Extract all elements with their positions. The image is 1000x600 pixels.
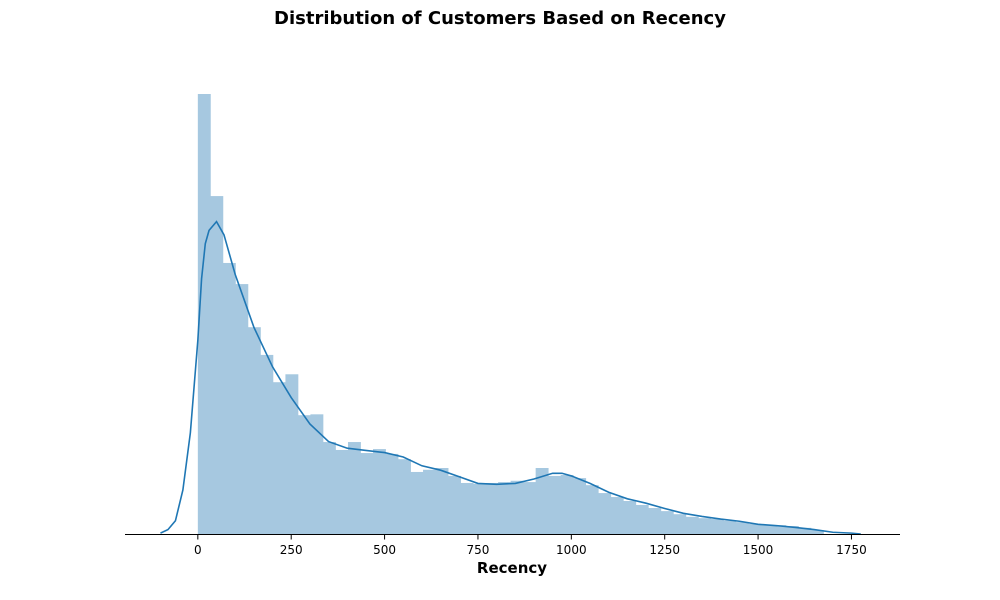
histogram-bar — [448, 475, 461, 534]
x-tick-label: 0 — [194, 543, 202, 557]
histogram-bar — [373, 449, 386, 534]
histogram-bar — [760, 525, 774, 534]
histogram-bar — [673, 514, 687, 534]
histogram-bar — [698, 518, 712, 534]
histogram-bar — [810, 530, 824, 534]
histogram-bar — [685, 516, 699, 534]
histogram-bar — [598, 493, 612, 534]
histogram-bar — [785, 526, 799, 534]
histogram-bar — [410, 471, 424, 534]
histogram-bar — [197, 94, 211, 534]
histogram-bar — [548, 475, 562, 534]
histogram-bar — [347, 442, 361, 534]
histogram-bar — [322, 442, 336, 534]
histogram-bar — [247, 327, 261, 534]
histogram-bar — [360, 453, 374, 534]
x-tick-label: 1250 — [649, 543, 680, 557]
histogram-bar — [498, 482, 512, 534]
histogram-bar — [210, 196, 224, 534]
histogram-bar — [297, 415, 311, 534]
histogram-bar — [260, 354, 274, 534]
histogram-bar — [560, 475, 574, 534]
chart-title: Distribution of Customers Based on Recen… — [274, 8, 726, 29]
histogram-bar — [510, 480, 524, 534]
histogram-bar — [735, 522, 749, 534]
x-tick-label: 750 — [466, 543, 489, 557]
histogram-bar — [573, 478, 587, 534]
histogram-bar — [473, 483, 487, 534]
x-tick-label: 1500 — [743, 543, 774, 557]
histogram-bar — [623, 501, 637, 534]
histogram-bar — [235, 284, 249, 534]
histogram-bar — [710, 519, 724, 534]
histogram-bar — [272, 382, 286, 534]
histogram-bar — [798, 527, 812, 534]
histogram-bars — [197, 94, 824, 534]
kde-line — [160, 220, 861, 535]
histogram-bar — [523, 482, 537, 534]
x-tick-label: 500 — [373, 543, 396, 557]
histogram-bar — [610, 497, 624, 534]
histogram-bar — [535, 468, 549, 534]
histogram-bar — [385, 453, 399, 534]
histogram-bar — [585, 485, 599, 534]
histogram-bar — [773, 525, 787, 534]
histogram-bar — [460, 482, 474, 534]
x-tick-label: 1000 — [556, 543, 587, 557]
histogram-bar — [635, 504, 649, 534]
histogram-bar — [648, 508, 662, 534]
x-tick-label: 1750 — [836, 543, 867, 557]
histogram-bar — [435, 468, 449, 534]
histogram-bar — [335, 449, 349, 534]
histogram-bar — [310, 414, 324, 534]
histogram-bar — [485, 482, 499, 534]
histogram-bar — [723, 520, 737, 534]
histogram-bar — [748, 523, 762, 534]
histogram-bar — [660, 511, 674, 534]
x-tick-label: 250 — [280, 543, 303, 557]
histogram-bar — [222, 262, 236, 534]
histogram-bar — [398, 459, 411, 534]
histogram-bar — [423, 469, 436, 534]
x-axis-ticks: 0 250 500 750 1000 1250 1500 1750 — [194, 534, 867, 557]
histogram-bar — [285, 374, 299, 534]
x-axis-label: Recency — [476, 559, 548, 577]
